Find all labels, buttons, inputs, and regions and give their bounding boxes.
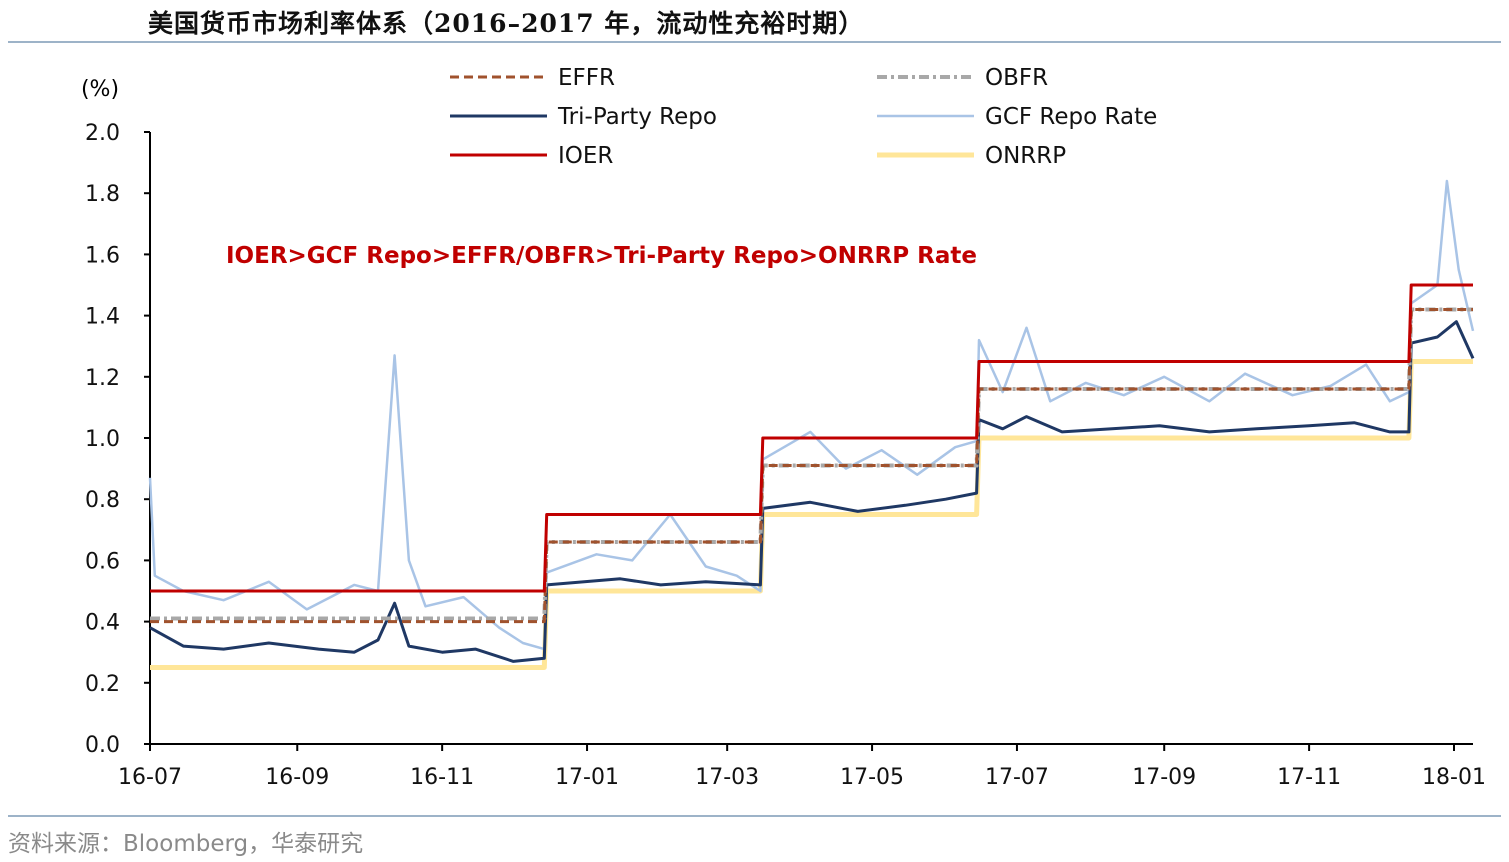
x-tick-label: 16-09 — [265, 765, 329, 790]
x-tick-label: 17-01 — [555, 765, 619, 790]
chart-annotation: IOER>GCF Repo>EFFR/OBFR>Tri-Party Repo>O… — [226, 243, 977, 269]
y-tick-label: 0.8 — [85, 488, 120, 513]
y-tick-label: 1.4 — [85, 305, 120, 330]
legend-label-gcf-repo-rate: GCF Repo Rate — [985, 104, 1157, 130]
y-tick-label: 0.6 — [85, 549, 120, 574]
y-tick-label: 1.2 — [85, 366, 120, 391]
bottom-divider — [8, 815, 1501, 817]
x-tick-label: 16-11 — [410, 765, 474, 790]
x-tick-label: 17-03 — [695, 765, 759, 790]
series-line-tri-party-repo — [149, 320, 1475, 663]
chart-title: 美国货币市场利率体系（2016–2017 年，流动性充裕时期） — [148, 9, 865, 38]
x-tick-label: 17-11 — [1277, 765, 1341, 790]
x-tick-label: 17-05 — [840, 765, 904, 790]
y-unit-label: (%) — [81, 77, 119, 102]
x-tick-label: 17-09 — [1132, 765, 1196, 790]
y-tick-label: 1.6 — [85, 243, 120, 268]
legend-label-tri-party-repo: Tri-Party Repo — [557, 104, 717, 130]
series-line-gcf-repo-rate — [148, 179, 1475, 651]
x-tick-label: 18-01 — [1422, 765, 1486, 790]
legend-label-onrrp: ONRRP — [985, 143, 1066, 169]
top-divider — [8, 41, 1501, 43]
axes: 0.0 0.2 0.4 0.6 0.8 1.0 1.2 1.4 1.6 1.8 2.0 16-07 16… — [85, 121, 1486, 790]
y-tick-label: 0.4 — [85, 611, 120, 636]
x-tick-label: 16-07 — [118, 765, 182, 790]
legend: EFFR OBFR Tri-Party Repo GCF Repo Rate IOER O… — [450, 65, 1157, 169]
y-tick-label: 0.0 — [85, 733, 120, 758]
legend-label-obfr: OBFR — [985, 65, 1048, 91]
legend-label-effr: EFFR — [558, 65, 615, 91]
y-tick-label: 0.2 — [85, 672, 120, 697]
source-note: 资料来源：Bloomberg，华泰研究 — [8, 831, 364, 857]
series-line-effr — [150, 308, 1473, 624]
y-tick-label: 2.0 — [85, 121, 120, 146]
legend-label-ioer: IOER — [558, 143, 613, 169]
y-tick-label: 1.8 — [85, 182, 120, 207]
x-tick-label: 17-07 — [985, 765, 1049, 790]
y-tick-label: 1.0 — [85, 427, 120, 452]
plot-area — [148, 179, 1475, 670]
series-line-ioer — [150, 283, 1473, 593]
